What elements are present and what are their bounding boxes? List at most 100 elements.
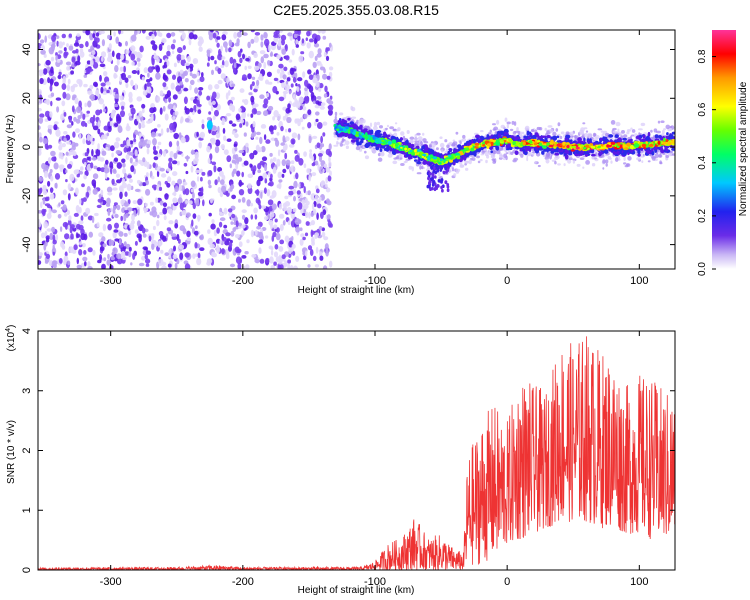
noise-speckle xyxy=(86,191,90,198)
ridge-halo-cell xyxy=(379,125,383,129)
noise-speckle xyxy=(269,212,275,218)
ridge-halo-cell xyxy=(460,139,464,142)
noise-speckle xyxy=(75,128,80,134)
noise-speckle xyxy=(279,213,285,219)
noise-speckle xyxy=(79,171,83,175)
noise-speckle xyxy=(146,172,149,177)
noise-speckle xyxy=(247,41,251,49)
noise-speckle xyxy=(168,141,173,148)
noise-speckle xyxy=(220,64,225,69)
noise-speckle xyxy=(91,50,96,56)
noise-speckle xyxy=(285,159,291,166)
noise-speckle xyxy=(91,216,95,224)
noise-speckle xyxy=(308,174,312,182)
noise-speckle xyxy=(275,227,280,233)
noise-speckle xyxy=(163,215,167,221)
noise-speckle xyxy=(327,175,332,182)
noise-speckle xyxy=(247,173,254,179)
noise-speckle xyxy=(285,107,291,114)
noise-speckle xyxy=(286,207,292,214)
noise-speckle xyxy=(38,89,42,95)
ridge-halo-cell xyxy=(333,118,338,124)
noise-speckle xyxy=(273,261,277,266)
noise-speckle xyxy=(106,217,112,222)
noise-speckle xyxy=(307,190,311,196)
noise-speckle xyxy=(156,214,160,219)
noise-speckle xyxy=(292,265,298,269)
noise-speckle xyxy=(321,231,326,238)
noise-speckle xyxy=(207,56,211,62)
noise-speckle xyxy=(92,137,95,142)
noise-speckle xyxy=(40,201,43,209)
noise-speckle xyxy=(106,203,111,207)
noise-speckle xyxy=(320,143,325,148)
noise-speckle xyxy=(42,138,48,145)
noise-speckle xyxy=(49,193,55,200)
noise-speckle xyxy=(280,125,284,132)
noise-speckle xyxy=(156,145,160,149)
noise-speckle xyxy=(198,87,204,91)
noise-speckle xyxy=(210,105,214,112)
ridge-halo-cell xyxy=(557,122,561,127)
noise-speckle xyxy=(254,65,260,71)
noise-speckle xyxy=(288,128,292,133)
noise-speckle xyxy=(119,95,125,101)
noise-speckle xyxy=(152,138,157,146)
noise-speckle xyxy=(283,205,288,212)
noise-speckle xyxy=(198,37,204,45)
noise-speckle xyxy=(212,32,217,39)
noise-speckle xyxy=(98,98,105,105)
noise-speckle xyxy=(217,176,221,183)
noise-speckle xyxy=(219,239,222,244)
noise-speckle xyxy=(267,60,271,66)
noise-speckle xyxy=(225,77,230,84)
noise-speckle xyxy=(202,199,205,207)
noise-speckle xyxy=(62,75,67,83)
noise-speckle xyxy=(242,53,245,60)
noise-speckle xyxy=(194,242,198,249)
noise-speckle xyxy=(85,207,91,215)
noise-speckle xyxy=(87,247,93,253)
noise-speckle xyxy=(99,74,102,82)
noise-speckle xyxy=(65,157,68,165)
noise-speckle xyxy=(294,72,298,79)
noise-speckle xyxy=(263,98,269,106)
ridge-halo-cell xyxy=(544,127,547,131)
noise-speckle xyxy=(130,151,134,156)
noise-speckle xyxy=(215,130,221,139)
noise-speckle xyxy=(284,235,290,243)
noise-speckle xyxy=(176,54,182,61)
noise-speckle xyxy=(93,36,97,42)
noise-speckle xyxy=(151,239,157,245)
noise-speckle xyxy=(134,229,139,234)
noise-speckle xyxy=(282,168,287,174)
noise-speckle xyxy=(179,202,184,211)
noise-speckle xyxy=(179,81,183,86)
ridge-halo-cell xyxy=(389,126,394,130)
ridge-band-cell xyxy=(541,150,545,155)
ridge-halo-cell xyxy=(662,129,665,134)
ridge-band-cell xyxy=(339,118,342,121)
noise-speckle xyxy=(137,198,143,206)
noise-speckle xyxy=(131,61,135,66)
noise-speckle xyxy=(315,118,319,123)
noise-speckle xyxy=(80,111,83,117)
noise-speckle xyxy=(67,224,71,230)
noise-speckle xyxy=(303,151,307,157)
noise-speckle xyxy=(297,202,303,210)
noise-speckle xyxy=(82,256,88,262)
ridge-halo-cell xyxy=(579,157,585,161)
noise-speckle xyxy=(146,143,151,149)
noise-speckle xyxy=(251,108,258,115)
noise-speckle xyxy=(73,42,80,47)
noise-speckle xyxy=(312,135,318,139)
noise-speckle xyxy=(128,91,133,99)
noise-speckle xyxy=(66,43,69,48)
noise-speckle xyxy=(231,83,236,87)
ridge-halo-cell xyxy=(369,122,373,128)
ridge-halo-cell xyxy=(376,121,381,126)
noise-speckle xyxy=(63,137,67,143)
noise-speckle xyxy=(113,123,119,127)
noise-speckle xyxy=(103,257,107,262)
ridge-band-cell xyxy=(379,148,383,152)
